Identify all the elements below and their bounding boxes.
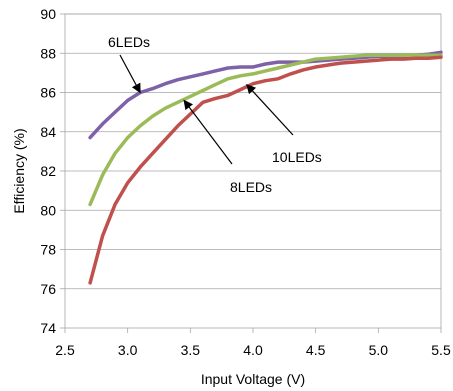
x-tick-label: 4.0 — [243, 342, 263, 358]
annotation-label-6leds: 6LEDs — [108, 34, 150, 50]
series-line-10leds — [88, 55, 443, 285]
annotation-arrow-8leds — [183, 99, 233, 165]
y-tick-label: 80 — [40, 202, 56, 218]
y-tick-label: 74 — [40, 320, 56, 336]
annotation-arrow-10leds — [246, 83, 294, 136]
x-tick-label: 5.0 — [369, 342, 389, 358]
y-axis-title: Efficiency (%) — [11, 128, 27, 213]
annotation-label-10leds: 10LEDs — [272, 149, 322, 165]
series-lines — [88, 50, 443, 285]
y-axis-ticks: 74 76 78 80 82 84 86 88 90 — [40, 6, 65, 336]
x-tick-label: 2.5 — [55, 342, 75, 358]
y-tick-label: 90 — [40, 6, 56, 22]
y-tick-label: 86 — [40, 85, 56, 101]
x-tick-label: 3.0 — [118, 342, 138, 358]
x-tick-label: 4.5 — [306, 342, 326, 358]
x-tick-label: 5.5 — [431, 342, 451, 358]
series-line-8leds — [88, 53, 443, 207]
y-tick-label: 76 — [40, 281, 56, 297]
y-tick-label: 88 — [40, 45, 56, 61]
x-tick-label: 3.5 — [181, 342, 201, 358]
y-tick-label: 84 — [40, 124, 56, 140]
annotation-arrow-6leds — [119, 54, 141, 94]
y-tick-label: 78 — [40, 242, 56, 258]
annotation-label-8leds: 8LEDs — [230, 179, 272, 195]
x-axis-ticks: 2.5 3.0 3.5 4.0 4.5 5.0 5.5 — [55, 328, 451, 358]
gridlines — [65, 13, 441, 290]
y-tick-label: 82 — [40, 163, 56, 179]
x-axis-title: Input Voltage (V) — [201, 371, 305, 387]
